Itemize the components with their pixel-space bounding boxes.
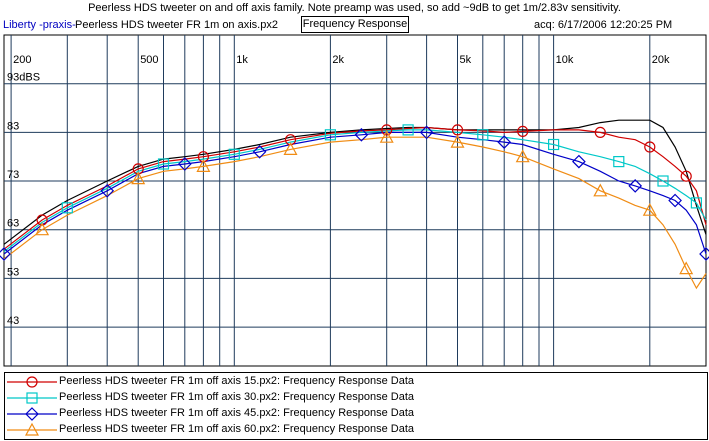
plot-area — [3, 34, 707, 367]
circle-marker-icon — [7, 376, 57, 388]
legend-entry-30: Peerless HDS tweeter FR 1m off axis 30.p… — [5, 390, 707, 406]
legend-entry-60: Peerless HDS tweeter FR 1m off axis 60.p… — [5, 422, 707, 438]
x-tick-label: 200 — [13, 54, 31, 66]
app-label: Liberty -praxis- — [3, 19, 76, 31]
y-tick-label: 43 — [7, 315, 19, 327]
series-line-2 — [3, 129, 707, 253]
legend-marker — [26, 392, 38, 404]
legend-entry-15: Peerless HDS tweeter FR 1m off axis 15.p… — [5, 374, 707, 390]
data-point-marker — [402, 124, 414, 136]
triangle-marker-icon — [7, 422, 57, 436]
data-point-marker — [284, 134, 297, 146]
data-point-marker — [679, 261, 694, 275]
data-point-marker — [324, 129, 336, 141]
data-point-marker — [252, 144, 267, 159]
acquisition-timestamp: acq: 6/17/2006 12:20:25 PM — [534, 19, 673, 31]
x-tick-label: 10k — [556, 54, 574, 66]
data-point-marker — [668, 193, 682, 208]
data-point-marker — [497, 135, 512, 149]
x-tick-label: 1k — [236, 54, 248, 66]
data-point-marker — [450, 134, 465, 148]
legend-label: Peerless HDS tweeter FR 1m off axis 45.p… — [59, 407, 415, 419]
data-point-marker — [36, 214, 48, 226]
y-tick-label: 63 — [7, 218, 19, 230]
x-tick-label: 5k — [460, 54, 472, 66]
file-label: Peerless HDS tweeter FR 1m on axis.px2 — [75, 19, 278, 31]
data-point-marker — [517, 125, 529, 137]
x-tick-label: 500 — [140, 54, 158, 66]
data-point-marker — [131, 171, 146, 185]
data-point-marker — [419, 125, 434, 140]
legend: Peerless HDS tweeter FR 1m off axis 15.p… — [4, 372, 708, 440]
y-tick-label: 53 — [7, 266, 19, 278]
data-point-marker — [613, 156, 625, 168]
data-point-marker — [690, 197, 703, 209]
x-tick-label: 20k — [652, 54, 670, 66]
series-line-3 — [3, 131, 707, 255]
legend-entry-45: Peerless HDS tweeter FR 1m off axis 45.p… — [5, 406, 707, 422]
measurement-mode-box: Frequency Response — [301, 16, 409, 33]
data-point-marker — [35, 222, 50, 236]
data-point-marker — [61, 202, 73, 214]
data-point-marker — [354, 127, 369, 142]
data-point-marker — [657, 175, 669, 187]
y-tick-label: 83 — [7, 120, 19, 132]
data-point-marker — [0, 247, 11, 261]
data-point-marker — [177, 157, 192, 171]
data-point-marker — [283, 142, 298, 155]
data-point-marker — [628, 179, 643, 193]
diamond-marker-icon — [7, 407, 57, 421]
data-point-marker — [515, 149, 530, 163]
series-line-1 — [3, 126, 707, 250]
data-point-marker — [157, 158, 170, 170]
data-point-marker — [196, 159, 211, 172]
data-point-marker — [680, 170, 692, 182]
data-point-marker — [477, 129, 489, 141]
data-point-marker — [228, 148, 240, 160]
legend-label: Peerless HDS tweeter FR 1m off axis 15.p… — [59, 375, 415, 387]
square-marker-icon — [7, 392, 57, 404]
data-point-marker — [644, 141, 656, 153]
data-point-marker — [593, 183, 608, 197]
data-point-marker — [547, 138, 560, 151]
legend-marker — [25, 407, 39, 421]
chart-title: Peerless HDS tweeter on and off axis fam… — [88, 2, 621, 14]
data-point-marker — [100, 183, 115, 198]
data-point-marker — [197, 151, 209, 163]
y-tick-label: 93dBS — [7, 72, 40, 84]
data-point-marker — [594, 126, 606, 138]
series-line-4 — [3, 136, 707, 290]
x-tick-label: 2k — [332, 54, 344, 66]
data-point-marker — [642, 202, 657, 216]
legend-label: Peerless HDS tweeter FR 1m off axis 60.p… — [59, 423, 415, 435]
data-point-marker — [381, 124, 393, 136]
frequency-response-chart: 93dBS 83 73 63 53 43 200 500 1k 2k 5k 10k 20k — [0, 34, 709, 367]
legend-marker — [26, 376, 38, 388]
legend-label: Peerless HDS tweeter FR 1m off axis 30.p… — [59, 391, 415, 403]
data-point-marker — [132, 163, 144, 175]
data-point-marker — [572, 154, 586, 169]
data-point-marker — [379, 129, 394, 143]
y-tick-label: 73 — [7, 169, 19, 181]
legend-marker — [24, 422, 40, 436]
data-point-marker — [699, 247, 709, 261]
